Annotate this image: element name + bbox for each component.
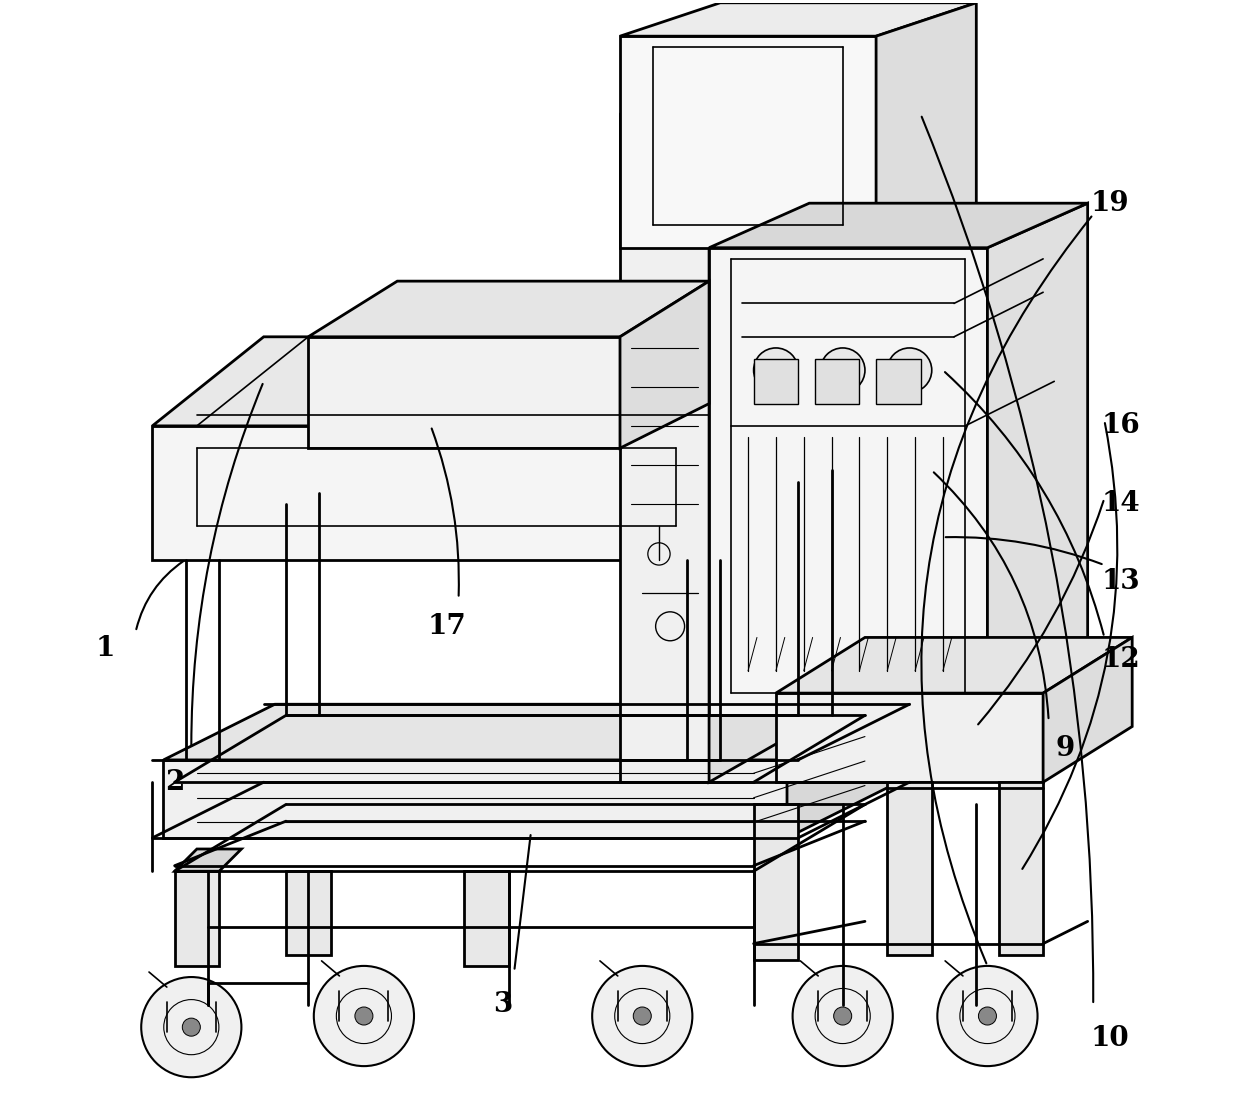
- Text: 2: 2: [165, 769, 185, 796]
- Text: 14: 14: [1101, 490, 1141, 517]
- Polygon shape: [175, 849, 242, 872]
- Polygon shape: [620, 2, 976, 36]
- Circle shape: [634, 1007, 651, 1025]
- Polygon shape: [175, 872, 219, 966]
- Polygon shape: [153, 426, 709, 560]
- Polygon shape: [998, 782, 1043, 955]
- Polygon shape: [309, 337, 620, 448]
- Polygon shape: [153, 337, 821, 426]
- Bar: [967, 971, 1007, 991]
- Circle shape: [937, 966, 1038, 1066]
- Ellipse shape: [754, 348, 799, 393]
- Polygon shape: [776, 638, 1132, 693]
- Text: 17: 17: [428, 613, 466, 640]
- Text: 19: 19: [1091, 190, 1130, 217]
- Polygon shape: [709, 247, 987, 715]
- Polygon shape: [987, 204, 1087, 715]
- Text: 9: 9: [1055, 735, 1075, 762]
- Polygon shape: [709, 81, 787, 782]
- Polygon shape: [787, 704, 898, 838]
- Circle shape: [314, 966, 414, 1066]
- Polygon shape: [620, 281, 709, 448]
- Polygon shape: [620, 36, 877, 247]
- Bar: [171, 982, 211, 1003]
- Polygon shape: [877, 2, 976, 247]
- Polygon shape: [620, 114, 709, 782]
- Circle shape: [792, 966, 893, 1066]
- Circle shape: [182, 1018, 201, 1036]
- Polygon shape: [164, 760, 787, 838]
- Polygon shape: [776, 693, 1043, 782]
- Circle shape: [141, 977, 242, 1078]
- Ellipse shape: [821, 348, 866, 393]
- Text: 16: 16: [1101, 413, 1141, 440]
- Text: 3: 3: [494, 991, 512, 1018]
- Polygon shape: [286, 872, 331, 955]
- Circle shape: [355, 1007, 373, 1025]
- Polygon shape: [1043, 638, 1132, 782]
- Polygon shape: [309, 281, 709, 337]
- Bar: [815, 359, 859, 404]
- Bar: [622, 971, 662, 991]
- Bar: [343, 971, 384, 991]
- Bar: [754, 359, 799, 404]
- Bar: [877, 359, 920, 404]
- Text: 10: 10: [1091, 1025, 1130, 1052]
- Text: 13: 13: [1101, 568, 1141, 595]
- Polygon shape: [620, 81, 787, 114]
- Polygon shape: [709, 204, 1087, 247]
- Bar: [822, 971, 863, 991]
- Circle shape: [833, 1007, 852, 1025]
- Polygon shape: [164, 704, 898, 760]
- Text: 12: 12: [1101, 646, 1141, 674]
- Circle shape: [593, 966, 692, 1066]
- Polygon shape: [754, 805, 799, 960]
- Polygon shape: [464, 872, 508, 966]
- Circle shape: [978, 1007, 997, 1025]
- Ellipse shape: [888, 348, 931, 393]
- Polygon shape: [888, 782, 931, 955]
- Text: 1: 1: [95, 636, 115, 662]
- Polygon shape: [709, 337, 821, 560]
